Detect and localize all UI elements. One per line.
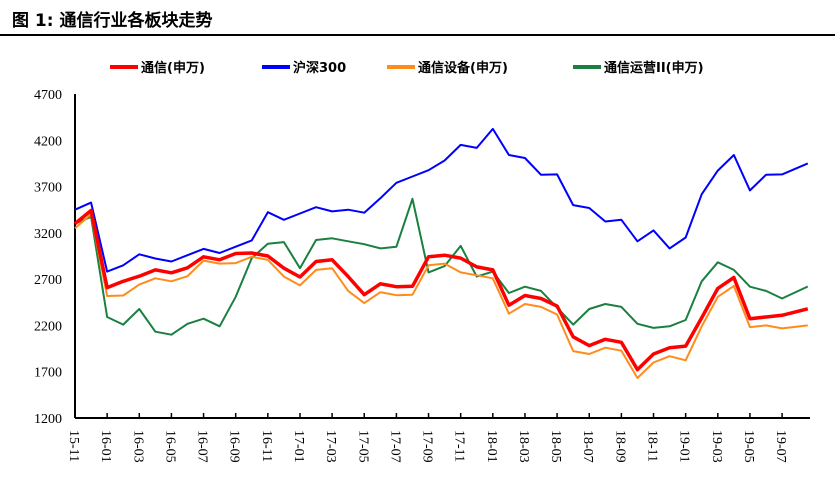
figure-title: 图 1: 通信行业各板块走势	[12, 11, 213, 31]
x-tick-label: 18-07	[580, 430, 595, 463]
series-line-0	[73, 208, 809, 372]
x-tick-label: 17-01	[291, 430, 306, 463]
x-tick-label: 16-01	[98, 430, 113, 463]
y-tick-label: 4200	[34, 134, 62, 149]
x-tick-label: 19-01	[677, 430, 692, 463]
x-tick-label: 18-11	[645, 430, 660, 462]
x-tick-label: 18-01	[484, 430, 499, 463]
x-tick-label: 17-05	[355, 430, 370, 463]
y-tick-label: 3700	[34, 181, 62, 196]
x-tick-label: 16-07	[195, 430, 210, 463]
x-tick-label: 16-03	[130, 430, 145, 463]
x-tick-label: 17-09	[420, 430, 435, 463]
x-tick-label: 17-03	[323, 430, 338, 463]
x-tick-label: 19-05	[741, 430, 756, 463]
y-tick-label: 2200	[34, 319, 62, 334]
x-tick-label: 19-07	[773, 430, 788, 463]
legend-label: 通信(申万)	[141, 60, 205, 76]
legend-label: 通信设备(申万)	[418, 60, 508, 76]
y-tick-label: 3200	[34, 227, 62, 242]
x-tick-label: 19-03	[709, 430, 724, 463]
x-tick-label: 17-07	[387, 430, 402, 463]
x-tick-label: 15-11	[66, 430, 81, 462]
y-tick-label: 4700	[34, 88, 62, 103]
y-tick-label: 1700	[34, 366, 62, 381]
x-tick-label: 17-11	[452, 430, 467, 462]
series-line-3	[74, 197, 809, 336]
x-tick-label: 16-05	[162, 430, 177, 463]
y-tick-label: 2700	[34, 273, 62, 288]
series-line-1	[74, 127, 809, 273]
title-rule	[0, 34, 835, 36]
series-line-2	[74, 213, 808, 379]
x-tick-label: 18-05	[548, 430, 563, 463]
x-tick-label: 18-09	[612, 430, 627, 463]
legend-label: 沪深300	[293, 60, 346, 76]
y-tick-label: 1200	[34, 412, 62, 427]
x-tick-label: 16-11	[259, 430, 274, 462]
x-tick-label: 16-09	[227, 430, 242, 463]
x-tick-label: 18-03	[516, 430, 531, 463]
legend-label: 通信运营II(申万)	[604, 60, 704, 76]
